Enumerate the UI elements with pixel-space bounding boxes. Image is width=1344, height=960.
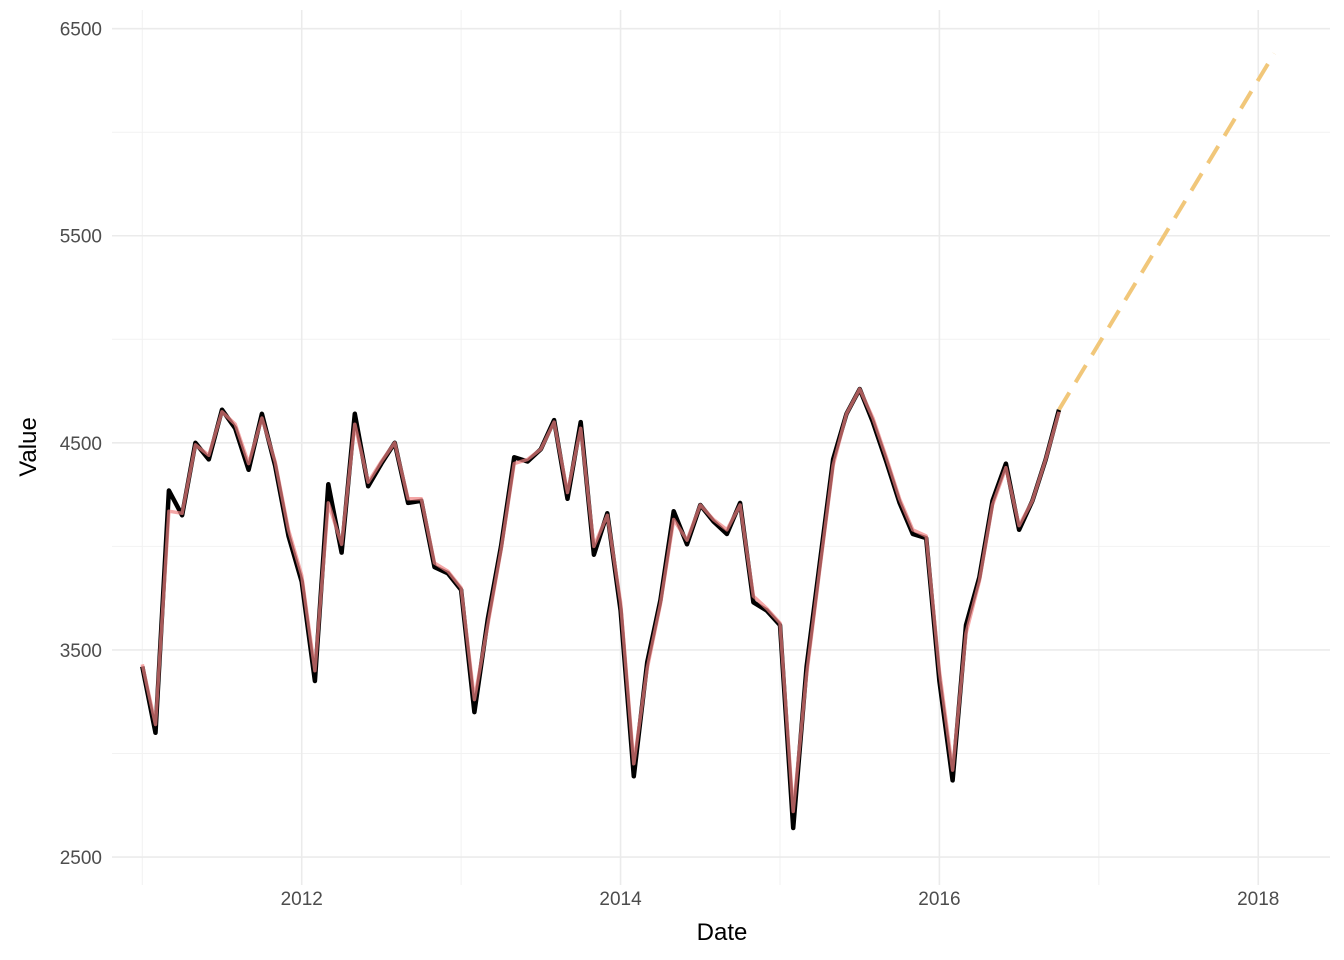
y-axis-title: Value xyxy=(15,417,42,477)
y-tick-label: 5500 xyxy=(60,227,102,248)
tick-labels: 2012 2014 2016 2018 2500 3500 4500 5500 6500 xyxy=(60,20,1280,910)
x-tick-label: 2016 xyxy=(918,889,960,910)
y-tick-label: 2500 xyxy=(60,848,102,869)
x-tick-label: 2014 xyxy=(599,889,642,910)
x-tick-label: 2018 xyxy=(1237,889,1279,910)
series-line-3 xyxy=(1057,52,1276,411)
series-line-2 xyxy=(140,387,1061,814)
y-tick-label: 4500 xyxy=(60,434,102,455)
y-tick-label: 6500 xyxy=(60,20,102,41)
x-axis-title: Date xyxy=(697,919,748,946)
x-tick-label: 2012 xyxy=(281,889,323,910)
y-tick-label: 3500 xyxy=(60,641,102,662)
series-group xyxy=(140,52,1276,831)
series-line-1 xyxy=(140,386,1062,831)
grid xyxy=(112,10,1330,885)
